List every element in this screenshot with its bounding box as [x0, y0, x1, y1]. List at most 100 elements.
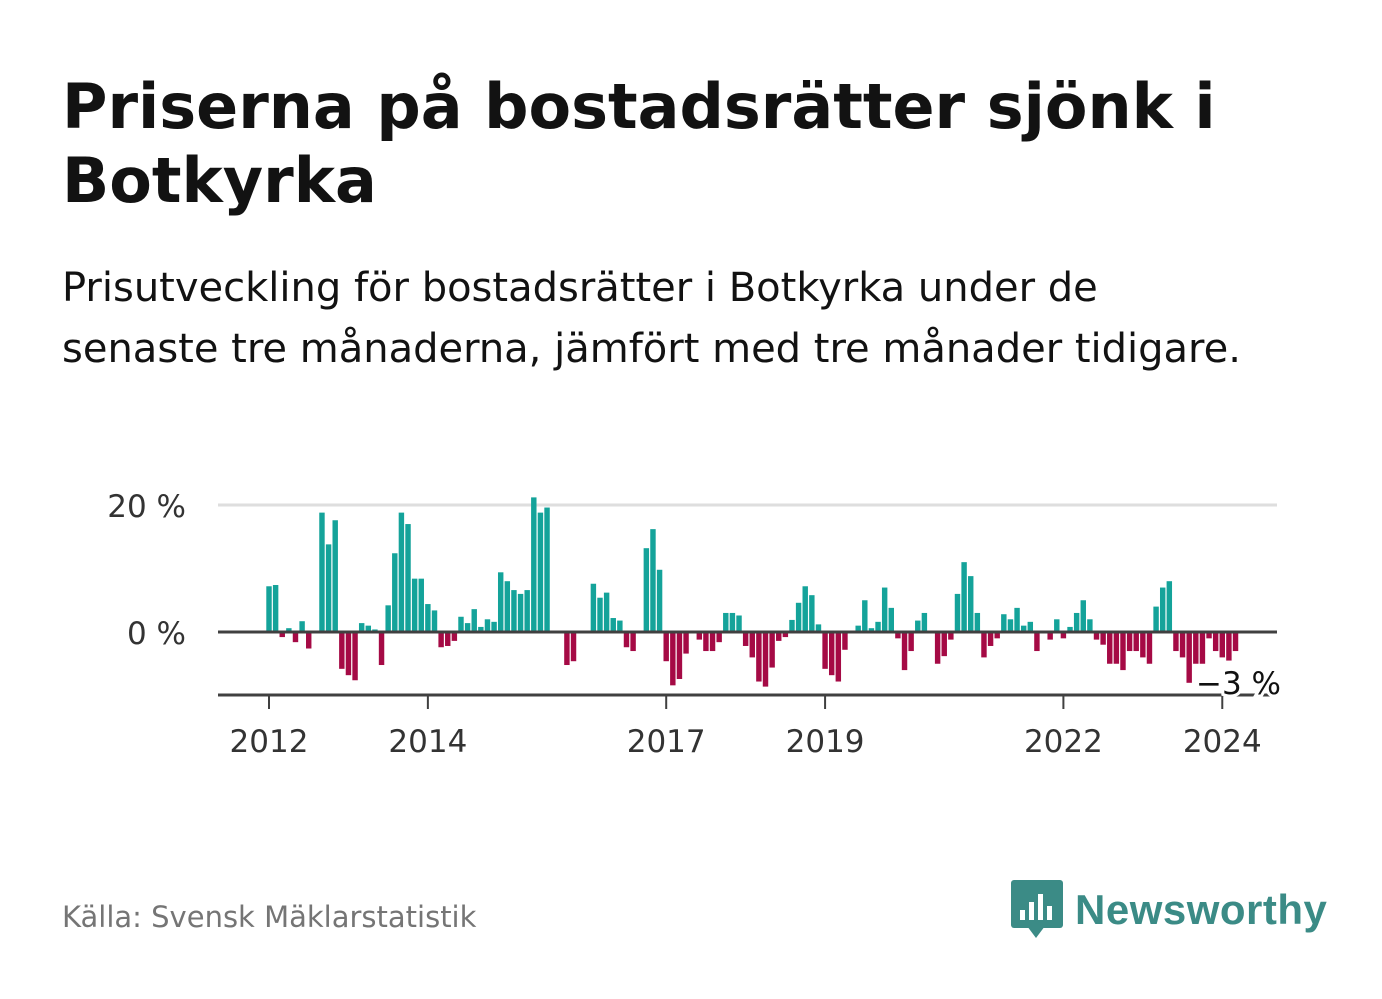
bar: [1199, 632, 1206, 664]
bar: [1212, 632, 1219, 652]
bar: [881, 587, 888, 632]
bar: [484, 619, 491, 632]
bar: [888, 607, 894, 632]
bar: [1133, 632, 1139, 652]
bar: [782, 632, 789, 638]
bar: [339, 632, 345, 669]
bar: [815, 624, 822, 632]
bar: [544, 507, 550, 632]
bar: [385, 605, 391, 632]
bar: [1140, 632, 1146, 658]
bar: [1159, 587, 1166, 632]
bar: [1060, 632, 1067, 639]
bar: [445, 632, 451, 646]
bar: [954, 593, 961, 632]
y-tick-label: 0 %: [127, 616, 186, 652]
bar: [987, 632, 994, 646]
bar: [458, 616, 464, 632]
bar: [286, 628, 292, 632]
bar: [729, 612, 736, 632]
bar: [842, 632, 848, 650]
bar: [822, 632, 828, 669]
bar: [736, 615, 742, 632]
bar: [1113, 632, 1120, 664]
bar: [478, 626, 484, 632]
bar: [789, 619, 795, 632]
chart-subtitle: Prisutveckling för bostadsrätter i Botky…: [62, 265, 1241, 372]
bar: [464, 623, 471, 632]
bar: [934, 632, 941, 664]
bar: [325, 544, 332, 632]
last-value-label: −3 %: [1196, 666, 1281, 702]
bar: [696, 632, 703, 640]
bar: [683, 632, 689, 654]
bar: [723, 612, 729, 632]
bar: [809, 595, 815, 632]
bar: [1054, 619, 1060, 632]
bar: [365, 625, 372, 632]
bar: [756, 632, 762, 682]
bar: [1166, 581, 1173, 632]
bar: [663, 632, 669, 662]
bar: [1173, 632, 1179, 652]
bar: [1107, 632, 1113, 664]
bar: [676, 632, 683, 679]
bar: [451, 632, 458, 641]
bar-chart: 0 % 20 % 2012 2014 2017 2019 2022 2024 −3 %: [107, 489, 1284, 760]
bar: [597, 597, 603, 632]
bar: [418, 578, 424, 632]
bar: [398, 512, 405, 632]
bar: [497, 572, 504, 632]
bar: [1179, 632, 1186, 658]
bar: [590, 583, 597, 632]
bar: [1100, 632, 1106, 645]
bar: [968, 576, 974, 632]
bar: [1073, 612, 1080, 632]
bar: [776, 632, 782, 641]
bar: [564, 632, 570, 666]
bar: [961, 562, 967, 632]
bar: [378, 632, 385, 666]
bar: [802, 586, 808, 632]
source-note: Källa: Svensk Mäklarstatistik: [62, 900, 477, 934]
bar: [1120, 632, 1126, 671]
bar: [908, 632, 914, 652]
bar: [1193, 632, 1199, 664]
bar: [868, 628, 875, 632]
bar: [709, 632, 716, 652]
bar: [941, 632, 947, 657]
bar: [471, 609, 477, 632]
x-tick-label: 2017: [627, 724, 706, 760]
bar: [1153, 606, 1159, 632]
bar: [643, 548, 650, 632]
bar: [306, 632, 312, 649]
bar: [517, 593, 524, 632]
bar: [1034, 632, 1040, 652]
bar: [392, 553, 398, 632]
x-tick-label: 2012: [230, 724, 309, 760]
bar: [319, 512, 325, 632]
x-tick-label: 2014: [388, 724, 467, 760]
bar: [358, 623, 365, 632]
bar: [411, 578, 418, 632]
newsworthy-logo[interactable]: Newsworthy: [1011, 880, 1327, 940]
bar: [332, 520, 338, 632]
bar: [531, 497, 537, 632]
bar: [617, 620, 623, 632]
bar: [279, 632, 285, 638]
bar: [1146, 632, 1153, 664]
bar: [524, 590, 530, 632]
bar: [901, 632, 908, 671]
bar: [656, 569, 663, 632]
bar: [272, 585, 279, 632]
bar: [1027, 621, 1034, 632]
bar: [650, 529, 656, 632]
bar: [974, 612, 981, 632]
bar: [994, 632, 1000, 639]
bar: [1232, 632, 1239, 652]
bar: [921, 612, 928, 632]
bar: [948, 632, 954, 640]
bar: [1206, 632, 1212, 639]
bar: [855, 625, 861, 632]
bar: [915, 620, 921, 632]
